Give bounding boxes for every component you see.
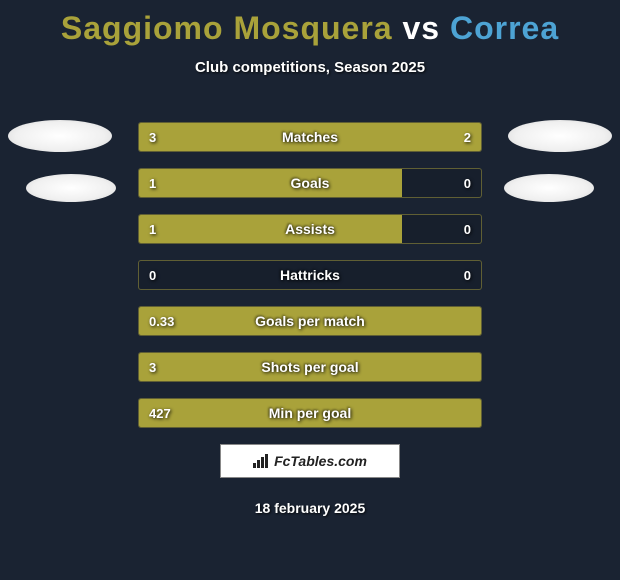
chart-icon <box>253 454 269 468</box>
stat-row: Shots per goal3 <box>138 352 482 382</box>
stat-value-right: 0 <box>454 215 481 243</box>
player2-club-logo-2 <box>504 174 594 202</box>
player1-club-logo-2 <box>26 174 116 202</box>
stat-bar-left-fill <box>139 399 481 427</box>
stat-bar-right-fill <box>344 123 481 151</box>
stat-bar-left-fill <box>139 215 402 243</box>
player1-club-logo-1 <box>8 120 112 152</box>
stat-bar-left-fill <box>139 123 344 151</box>
page-title: Saggiomo Mosquera vs Correa <box>0 0 620 47</box>
footer-date: 18 february 2025 <box>0 500 620 516</box>
stat-value-right: 0 <box>454 169 481 197</box>
title-player1: Saggiomo Mosquera <box>61 10 393 46</box>
stats-bars-container: Matches32Goals10Assists10Hattricks00Goal… <box>138 122 482 444</box>
stat-label: Hattricks <box>139 261 481 289</box>
title-player2: Correa <box>450 10 559 46</box>
stat-value-left: 0 <box>139 261 166 289</box>
stat-bar-left-fill <box>139 353 481 381</box>
stat-row: Assists10 <box>138 214 482 244</box>
stat-row: Hattricks0 0 <box>138 260 482 290</box>
stat-bar-left-fill <box>139 169 402 197</box>
stat-row: Goals per match0.33 <box>138 306 482 336</box>
title-vs: vs <box>402 10 449 46</box>
stat-bar-left-fill <box>139 307 481 335</box>
stat-row: Matches32 <box>138 122 482 152</box>
stat-row: Goals10 <box>138 168 482 198</box>
stat-value-right: 0 <box>454 261 481 289</box>
brand-logo: FcTables.com <box>220 444 400 478</box>
subtitle: Club competitions, Season 2025 <box>0 59 620 76</box>
stat-row: Min per goal427 <box>138 398 482 428</box>
player2-club-logo-1 <box>508 120 612 152</box>
brand-text: FcTables.com <box>274 453 367 469</box>
